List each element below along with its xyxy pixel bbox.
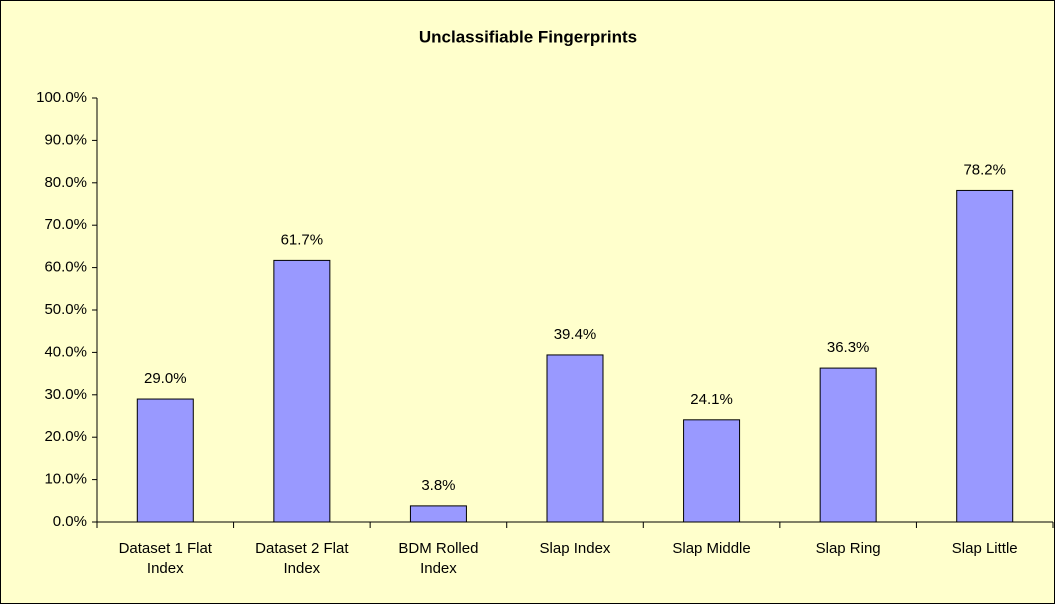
data-label: 78.2% <box>963 161 1006 178</box>
chart-title: Unclassifiable Fingerprints <box>419 27 637 46</box>
x-tick-label: BDM Rolled Index <box>398 540 479 577</box>
y-tick-label: 50.0% <box>44 301 87 318</box>
x-tick-label: Dataset 1 Flat Index <box>118 540 212 577</box>
data-label: 29.0% <box>144 370 187 387</box>
data-label: 36.3% <box>827 339 870 356</box>
bar <box>956 189 1014 523</box>
y-tick-label: 20.0% <box>44 428 87 445</box>
x-tick-label: Slap Ring <box>815 540 881 557</box>
y-tick-label: 30.0% <box>44 386 87 403</box>
y-tick-label: 90.0% <box>44 131 87 148</box>
y-tick-label: 60.0% <box>44 259 87 276</box>
bar <box>546 354 604 523</box>
bar <box>683 419 741 523</box>
y-tick-label: 10.0% <box>44 471 87 488</box>
data-label: 61.7% <box>281 231 324 248</box>
x-tick-label: Slap Little <box>951 540 1018 557</box>
y-tick-label: 0.0% <box>53 513 87 530</box>
y-tick-label: 70.0% <box>44 216 87 233</box>
bar <box>819 367 877 523</box>
data-label: 39.4% <box>554 326 597 343</box>
x-tick-label: Slap Middle <box>672 540 751 557</box>
data-label: 24.1% <box>690 391 733 408</box>
x-tick-label: Dataset 2 Flat Index <box>255 540 349 577</box>
bar <box>409 505 467 523</box>
data-label: 3.8% <box>421 477 455 494</box>
bar <box>136 398 194 523</box>
y-tick-label: 40.0% <box>44 343 87 360</box>
y-tick-label: 80.0% <box>44 174 87 191</box>
bar <box>273 259 331 523</box>
y-tick-label: 100.0% <box>36 89 87 106</box>
x-tick-label: Slap Index <box>539 540 611 557</box>
